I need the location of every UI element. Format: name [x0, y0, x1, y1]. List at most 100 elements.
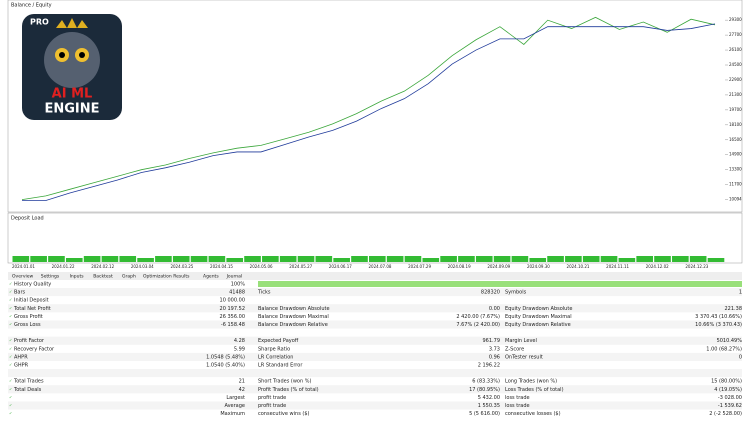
check: ✓ [9, 338, 12, 343]
stat-cell: Largest [226, 395, 245, 401]
deposit-bar [226, 258, 244, 262]
tab[interactable]: Overview [12, 274, 34, 280]
check: ✓ [9, 297, 12, 302]
stat-cell: Gross Loss [14, 322, 41, 328]
y-tick-label: 29300 [729, 17, 742, 22]
stat-cell: 10.66% (3 370.43) [695, 322, 742, 328]
deposit-bar [351, 256, 368, 262]
row-bg [8, 336, 742, 345]
row-bg [8, 369, 742, 378]
deposit-title: Deposit Load [11, 216, 44, 222]
stat-cell: 10 000.00 [220, 298, 245, 304]
deposit-bar [83, 256, 101, 262]
stat-cell: Balance Drawdown Relative [258, 322, 328, 328]
stat-cell: profit trade [258, 403, 286, 409]
date-label: 2024.10.21 [567, 264, 590, 269]
stat-cell: Equity Drawdown Maximal [505, 314, 572, 320]
stat-cell: 21 [239, 379, 245, 385]
stat-cell: 221.38 [725, 306, 743, 312]
deposit-frame [7, 212, 743, 264]
stat-cell: 26 356.00 [220, 314, 245, 320]
y-tick-label: 27700 [729, 32, 742, 37]
stat-cell: 1.0540 (5.40%) [206, 363, 245, 369]
stat-cell: 828320 [481, 290, 500, 296]
date-label: 2024.12.23 [685, 264, 708, 269]
stat-cell: 5 432.00 [478, 395, 500, 401]
deposit-bar [707, 258, 725, 262]
deposit-bar [654, 256, 671, 262]
date-label: 2024.11.11 [606, 264, 629, 269]
stat-cell: Total Trades [13, 379, 44, 385]
stat-cell: 5 (5 616.00) [469, 411, 500, 417]
deposit-bar [244, 256, 261, 262]
tab[interactable]: Agents [203, 274, 219, 280]
date-label: 2024.01.01 [12, 264, 35, 269]
stat-cell: Expected Payoff [258, 338, 299, 344]
stat-cell: Margin Level [505, 338, 537, 344]
stat-cell: Loss Trades (% of total) [505, 387, 564, 393]
stat-cell: 1.0548 (5.48%) [206, 354, 245, 360]
deposit-bar [458, 256, 475, 262]
stat-cell: 961.79 [483, 338, 501, 344]
stat-cell: Recovery Factor [14, 346, 55, 352]
date-label: 2024.08.19 [448, 264, 471, 269]
check: ✓ [9, 305, 12, 310]
deposit-bar [262, 256, 279, 262]
date-label: 2024.09.30 [527, 264, 550, 269]
stat-cell: 0.96 [489, 354, 500, 360]
logo-line1: AI ML [52, 87, 93, 102]
stat-cell: Sharpe Ratio [258, 346, 290, 352]
stat-cell: Bars [14, 290, 26, 296]
deposit-bar [511, 256, 529, 262]
stat-cell: Ticks [257, 290, 271, 296]
y-tick-label: 10094 [729, 197, 742, 202]
check: ✓ [9, 394, 12, 399]
stat-cell: 17 (80.95%) [469, 387, 500, 393]
stat-cell: LR Correlation [258, 354, 293, 360]
date-label: 2024.02.12 [91, 264, 114, 269]
stat-cell: 41488 [229, 290, 245, 296]
stat-cell: Initial Deposit [14, 298, 49, 304]
deposit-bar [12, 256, 30, 262]
y-tick-label: 16500 [729, 137, 742, 142]
deposit-bar [208, 256, 226, 262]
stat-cell: -3 028.00 [718, 395, 742, 401]
stat-cell: 5.99 [234, 346, 245, 352]
deposit-bar [689, 256, 707, 262]
check: ✓ [9, 281, 12, 286]
deposit-bar [547, 256, 564, 262]
y-tick-label: 14900 [729, 152, 742, 157]
y-tick-label: 19700 [729, 107, 742, 112]
stat-cell: 4 (19.05%) [714, 387, 742, 393]
tab[interactable]: Optimization Results [143, 274, 190, 280]
deposit-bar [119, 256, 137, 262]
tab[interactable]: Inputs [70, 274, 85, 280]
stat-cell: Total Deals [13, 387, 42, 393]
stat-cell: Long Trades (won %) [505, 379, 557, 385]
row-bg [8, 401, 742, 410]
y-tick-label: 11700 [729, 182, 742, 187]
chart-frame [7, 0, 743, 213]
check: ✓ [9, 386, 12, 391]
row-bg [8, 352, 742, 361]
stat-cell: 15 (80.00%) [711, 379, 742, 385]
date-label: 2024.05.27 [289, 264, 312, 269]
deposit-bar [48, 256, 65, 262]
stat-cell: Symbols [505, 290, 527, 296]
date-label: 2024.04.15 [210, 264, 233, 269]
stat-cell: LR Standard Error [258, 363, 303, 369]
deposit-bar [101, 256, 119, 262]
tab[interactable]: Settings [41, 274, 60, 280]
check: ✓ [9, 362, 12, 367]
stat-cell: Balance Drawdown Absolute [258, 306, 330, 312]
stat-cell: Short Trades (won %) [258, 379, 311, 385]
stat-cell: 1.00 (68.27%) [706, 346, 742, 352]
tab[interactable]: Graph [122, 274, 136, 280]
deposit-bar [582, 256, 600, 262]
tab[interactable]: Journal [226, 274, 243, 280]
stat-cell: 5010.49% [717, 338, 743, 344]
tab[interactable]: Backtest [93, 274, 113, 280]
stat-cell: 1 [739, 290, 742, 296]
check: ✓ [9, 322, 12, 327]
deposit-bar [137, 258, 154, 262]
